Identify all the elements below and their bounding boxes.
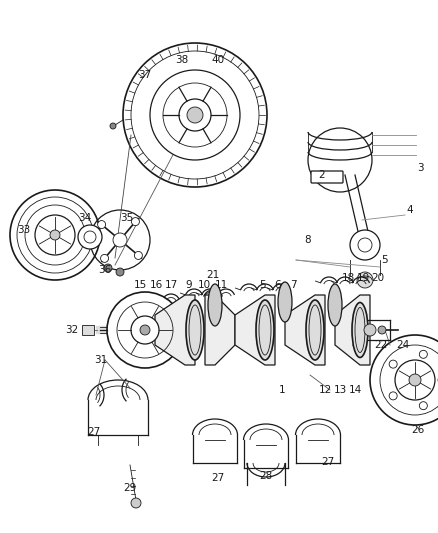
FancyBboxPatch shape	[82, 325, 94, 335]
Text: 18: 18	[341, 273, 355, 283]
Text: 35: 35	[120, 213, 134, 223]
Text: 10: 10	[198, 280, 211, 290]
Ellipse shape	[208, 284, 222, 326]
Text: 38: 38	[175, 55, 189, 65]
Text: 11: 11	[214, 280, 228, 290]
Circle shape	[378, 326, 386, 334]
Ellipse shape	[306, 300, 324, 360]
Text: 14: 14	[348, 385, 362, 395]
Polygon shape	[155, 295, 195, 365]
Text: 7: 7	[290, 280, 297, 290]
Text: 15: 15	[134, 280, 147, 290]
Circle shape	[134, 252, 142, 260]
Circle shape	[364, 324, 376, 336]
Text: 5: 5	[381, 255, 389, 265]
Ellipse shape	[186, 300, 204, 360]
Circle shape	[350, 230, 380, 260]
Text: 37: 37	[138, 70, 152, 80]
Text: 19: 19	[357, 273, 370, 283]
Circle shape	[389, 360, 397, 368]
Circle shape	[131, 316, 159, 344]
Circle shape	[409, 374, 421, 386]
Circle shape	[101, 254, 109, 262]
Circle shape	[179, 99, 211, 131]
Polygon shape	[285, 295, 325, 365]
Text: 26: 26	[411, 425, 424, 435]
Circle shape	[123, 43, 267, 187]
Circle shape	[370, 335, 438, 425]
Circle shape	[395, 360, 435, 400]
Text: 33: 33	[18, 225, 31, 235]
Text: 22: 22	[374, 340, 388, 350]
Text: 21: 21	[206, 270, 219, 280]
Circle shape	[357, 272, 373, 288]
Circle shape	[98, 221, 106, 229]
Text: 36: 36	[99, 265, 112, 275]
Text: 8: 8	[305, 235, 311, 245]
Circle shape	[10, 190, 100, 280]
Ellipse shape	[328, 284, 342, 326]
Text: 12: 12	[318, 385, 332, 395]
Text: 20: 20	[371, 273, 385, 283]
Text: 3: 3	[417, 163, 423, 173]
Text: 9: 9	[186, 280, 192, 290]
Ellipse shape	[278, 282, 292, 322]
Circle shape	[110, 123, 116, 129]
Circle shape	[187, 107, 203, 123]
Text: 27: 27	[87, 427, 101, 437]
Circle shape	[140, 325, 150, 335]
Ellipse shape	[352, 303, 368, 358]
Text: 13: 13	[333, 385, 346, 395]
Polygon shape	[335, 295, 370, 365]
Circle shape	[107, 292, 183, 368]
Text: 24: 24	[396, 340, 410, 350]
Circle shape	[104, 264, 112, 272]
Text: 31: 31	[94, 355, 108, 365]
Text: 40: 40	[212, 55, 225, 65]
Circle shape	[131, 217, 139, 225]
Circle shape	[419, 402, 427, 410]
Circle shape	[131, 498, 141, 508]
Circle shape	[78, 225, 102, 249]
Text: 1: 1	[279, 385, 285, 395]
Circle shape	[308, 128, 372, 192]
Circle shape	[419, 350, 427, 358]
Circle shape	[116, 268, 124, 276]
FancyBboxPatch shape	[311, 171, 343, 183]
Text: 16: 16	[149, 280, 162, 290]
Circle shape	[389, 392, 397, 400]
Circle shape	[150, 70, 240, 160]
Text: 17: 17	[164, 280, 178, 290]
Text: 28: 28	[259, 471, 272, 481]
Circle shape	[50, 230, 60, 240]
Text: 5: 5	[260, 280, 266, 290]
Ellipse shape	[256, 300, 274, 360]
Text: 2: 2	[319, 170, 325, 180]
Circle shape	[113, 233, 127, 247]
Text: 4: 4	[407, 205, 413, 215]
Text: 27: 27	[321, 457, 335, 467]
Text: 41: 41	[351, 340, 364, 350]
Text: 29: 29	[124, 483, 137, 493]
Text: 6: 6	[275, 280, 281, 290]
Polygon shape	[205, 295, 235, 365]
Circle shape	[35, 215, 75, 255]
Text: 32: 32	[65, 325, 79, 335]
Text: 34: 34	[78, 213, 92, 223]
Text: 27: 27	[212, 473, 225, 483]
Polygon shape	[235, 295, 275, 365]
